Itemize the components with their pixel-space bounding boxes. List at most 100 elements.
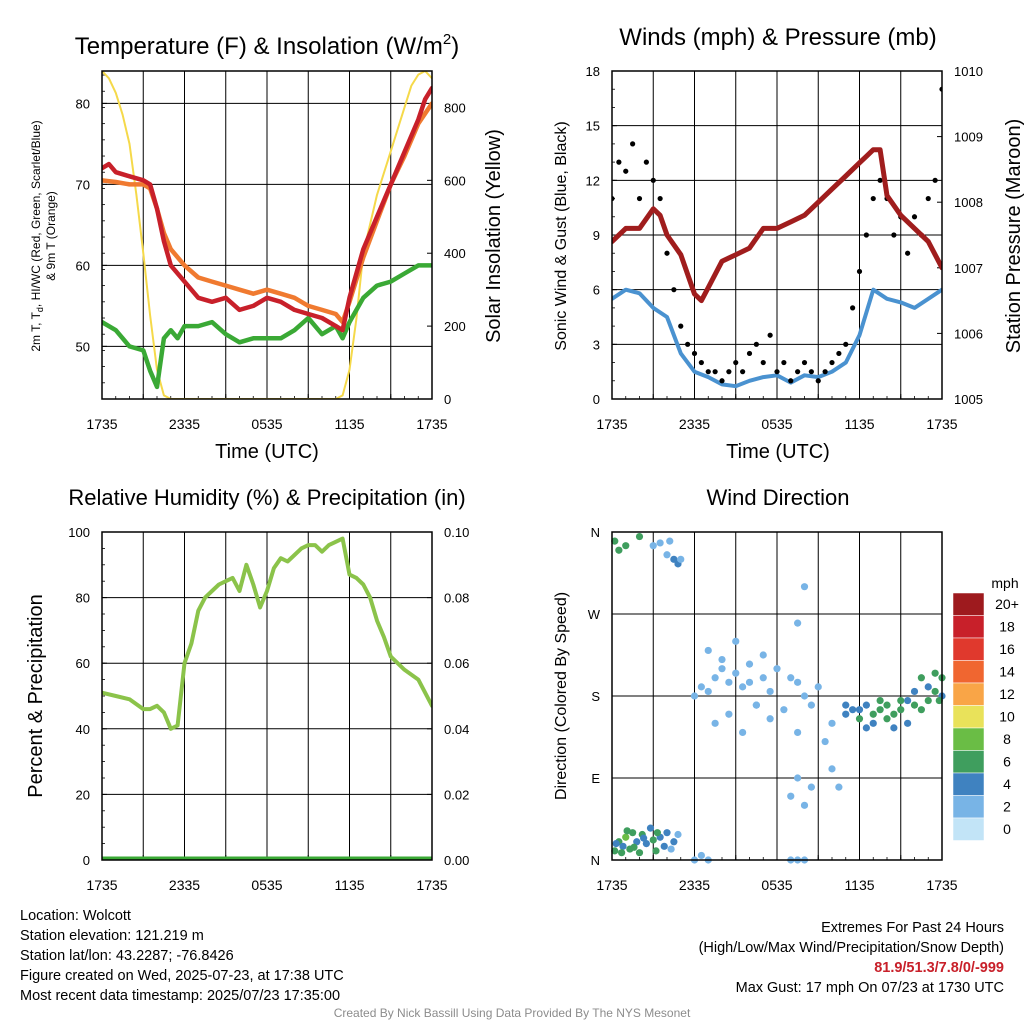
wind-direction-point [849, 706, 857, 714]
gust-point [781, 359, 787, 366]
x-tick-label: 1735 [416, 877, 447, 893]
plot-frame [101, 70, 433, 400]
elevation-text: Station elevation: 121.219 m [20, 928, 204, 944]
wind-direction-point [732, 637, 740, 645]
latlon-text: Station lat/lon: 43.2287; -76.8426 [20, 948, 234, 964]
colorbar-label: 16 [999, 641, 1015, 657]
gust-point [822, 369, 828, 375]
gust-point [643, 159, 649, 165]
wind-direction-point [646, 824, 655, 832]
gust-point [636, 195, 643, 202]
gust-point [671, 287, 677, 293]
gust-point [856, 268, 863, 275]
wind-direction-point [670, 555, 678, 563]
wind-direction-point [828, 719, 836, 727]
temperature-panel: Temperature (F) & Insolation (W/m2) 2m T… [29, 31, 505, 463]
gust-point [925, 195, 931, 202]
dewpoint-line [102, 263, 432, 390]
winds-title: Winds (mph) & Pressure (mb) [619, 24, 936, 51]
y-tick-label: 80 [76, 591, 90, 606]
gust-point [788, 378, 794, 384]
wind-direction-point [677, 555, 685, 563]
wind-direction-point [766, 687, 774, 696]
gust-point [733, 359, 739, 366]
wind-direction-point [611, 537, 619, 545]
wind-direction-point [897, 696, 905, 705]
wind-direction-point [619, 842, 627, 850]
wind-direction-point [633, 838, 641, 846]
y-right-tick-label: 800 [444, 100, 466, 115]
colorbar-label: 8 [1003, 731, 1011, 747]
wind-direction-point [718, 665, 726, 673]
wind-direction-point [862, 724, 870, 732]
gust-point [808, 369, 814, 375]
wind-direction-point [780, 706, 788, 714]
wind-direction-point [890, 724, 898, 732]
y-tick-label: 60 [76, 656, 90, 671]
y-right-tick-label: 1010 [954, 64, 983, 79]
colorbar-label: 6 [1003, 754, 1011, 770]
wind-direction-point [855, 706, 864, 714]
recent-data-text: Most recent data timestamp: 2025/07/23 1… [20, 988, 341, 1004]
wind-direction-point [704, 687, 712, 696]
wind-direction-point [663, 551, 671, 559]
wind-direction-point [725, 678, 733, 686]
wind-direction-point [630, 843, 638, 851]
direction-panel: Wind Direction Direction (Colored By Spe… [553, 485, 1019, 893]
wind-direction-point [697, 851, 705, 860]
wind-direction-point [752, 701, 760, 709]
wind-direction-point [917, 706, 925, 714]
wind-direction-point [766, 715, 774, 723]
y-right-tick-label: 0.04 [444, 722, 469, 737]
gust-point [726, 369, 732, 375]
wind-direction-point [759, 651, 767, 659]
colorbar-label: 0 [1003, 821, 1011, 837]
y-tick-label: N [591, 525, 600, 540]
wind-direction-point [787, 792, 795, 800]
colorbar-swatch [952, 750, 985, 774]
x-tick-label: 2335 [169, 877, 200, 893]
colorbar-label: 12 [999, 686, 1015, 702]
x-tick-label: 1735 [596, 877, 627, 893]
y-tick-label: 50 [76, 339, 90, 354]
colorbar-swatch [952, 592, 985, 616]
y-right-tick-label: 1007 [954, 261, 983, 276]
wind-direction-point [711, 674, 719, 682]
x-tick-label: 0535 [761, 416, 792, 432]
wind-direction-point [739, 683, 747, 691]
extremes-info: Extremes For Past 24 Hours (High/Low/Max… [699, 918, 1004, 998]
x-tick-label: 1735 [86, 877, 117, 893]
plot-frame [101, 531, 433, 861]
winds-ylabel-right: Station Pressure (Maroon) [1003, 119, 1024, 354]
gust-point [932, 177, 938, 183]
y-right-tick-label: 1008 [954, 195, 983, 210]
wind-direction-point [924, 696, 932, 705]
wind-direction-point [807, 701, 815, 709]
x-tick-label: 2335 [169, 416, 200, 432]
wind-direction-point [828, 765, 836, 773]
wind-direction-point [935, 696, 943, 705]
wind-direction-point [904, 696, 912, 705]
wind-direction-point [635, 849, 644, 857]
direction-title: Wind Direction [706, 485, 849, 510]
wind-direction-point [904, 719, 912, 727]
y-tick-label: 15 [586, 119, 600, 134]
wind-direction-point [732, 669, 740, 677]
location-text: Location: Wolcott [20, 908, 131, 924]
wind-direction-point [794, 774, 802, 782]
wind-direction-point [667, 845, 675, 853]
y-tick-label: 80 [76, 96, 90, 111]
wind-direction-point [807, 783, 815, 791]
speed-colorbar: mph 20+ 18 16 14 12 10 8 6 4 2 0 [952, 575, 1019, 841]
gust-point [698, 359, 704, 366]
colorbar-swatch [952, 817, 985, 841]
temperature-2m-line [102, 85, 432, 333]
wind-direction-point [670, 838, 678, 846]
wind-direction-point [910, 687, 919, 696]
wind-direction-point [883, 715, 891, 723]
gust-point [630, 141, 636, 147]
wind-direction-point [800, 692, 809, 700]
gust-point [801, 359, 808, 366]
y-right-tick-label: 0.02 [444, 787, 469, 802]
wind-direction-point [787, 674, 795, 682]
